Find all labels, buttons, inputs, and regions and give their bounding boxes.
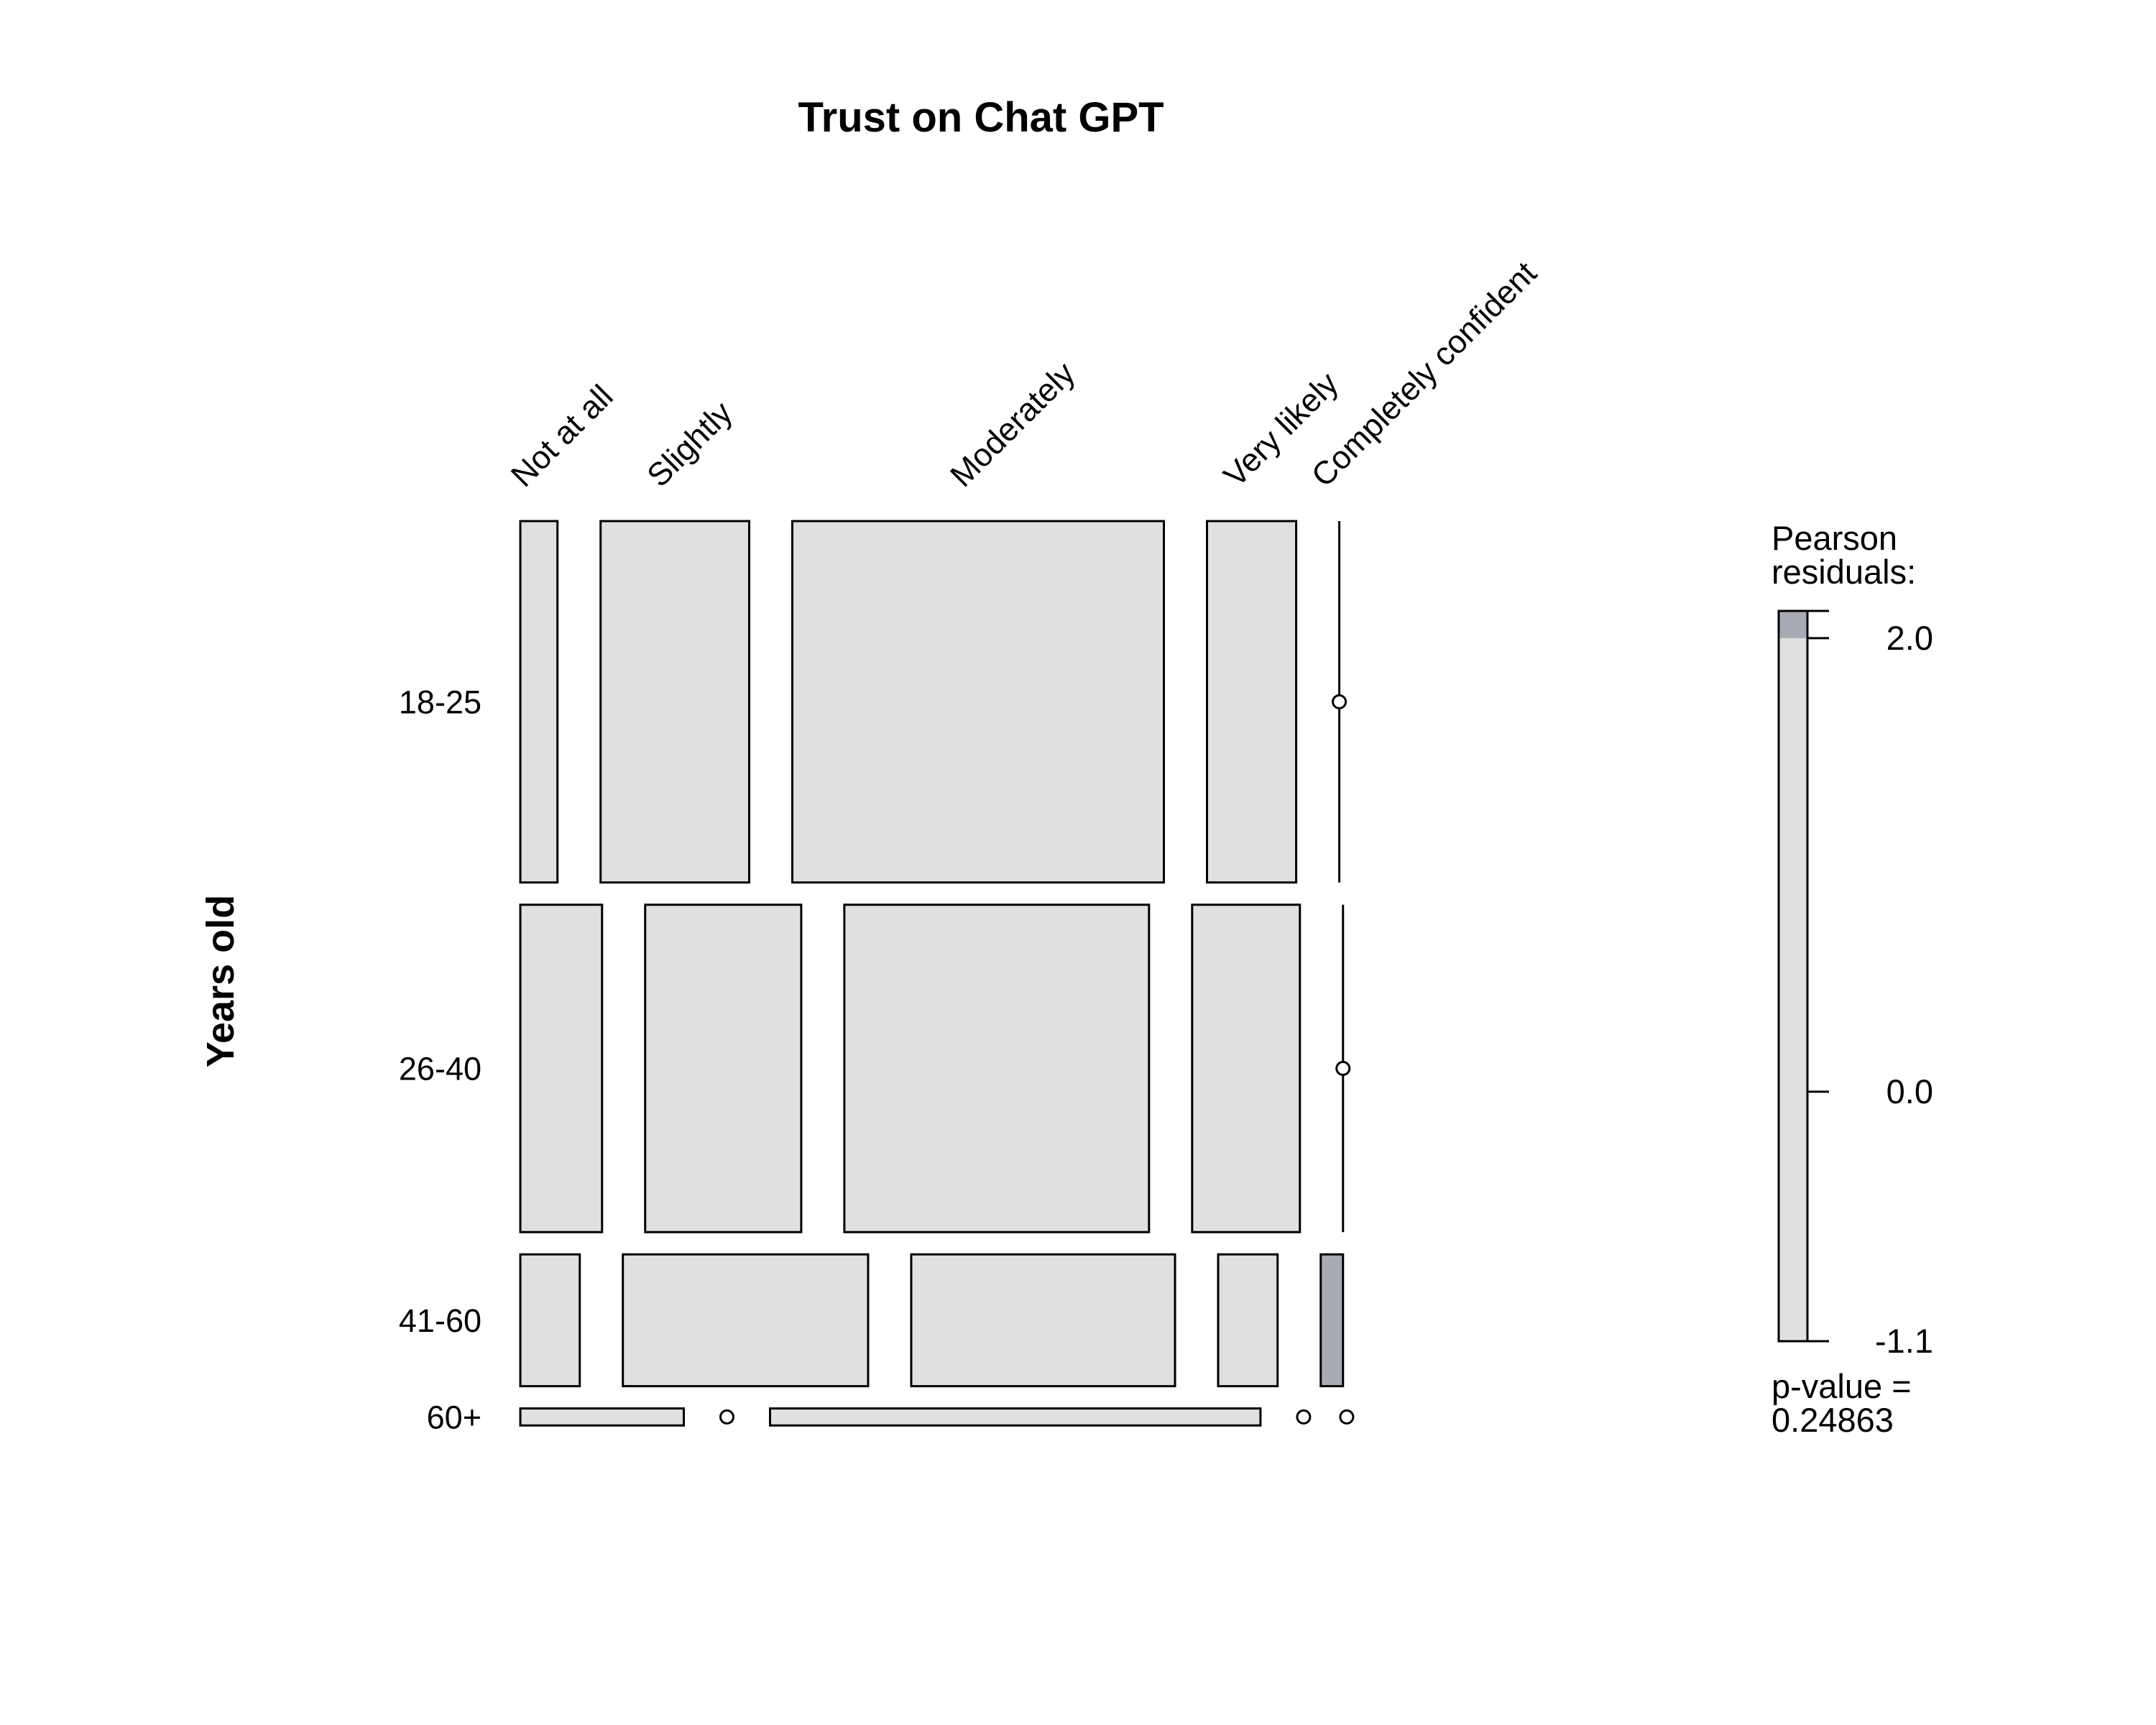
legend-title-line1: Pearson xyxy=(1772,519,1897,557)
tile-18-25-slightly xyxy=(599,520,751,884)
legend-title-line2: residuals: xyxy=(1772,553,1916,591)
tile-26-40-very-likely xyxy=(1191,903,1302,1233)
row-label-41-60: 41-60 xyxy=(399,1302,482,1339)
legend-tick-label: -1.1 xyxy=(1875,1322,1933,1360)
tile-18-25-not-at-all xyxy=(519,520,559,884)
tile-18-25-very-likely xyxy=(1206,520,1298,884)
residual-legend: Pearson residuals: p-value = 0.24863 2.0… xyxy=(1772,519,1933,1439)
legend-neutral-band xyxy=(1779,611,1807,1341)
tile-41-60-completely-confident xyxy=(1319,1253,1345,1388)
chart-title: Trust on Chat GPT xyxy=(798,94,1164,141)
row-labels: 18-25 26-40 41-60 60+ xyxy=(399,684,482,1435)
tile-60+-not-at-all xyxy=(519,1407,685,1427)
row-label-18-25: 18-25 xyxy=(399,684,482,720)
tile-41-60-very-likely xyxy=(1217,1253,1279,1388)
column-label-not-at-all: Not at all xyxy=(504,377,620,494)
p-value-number: 0.24863 xyxy=(1772,1401,1894,1439)
tile-26-40-not-at-all xyxy=(519,903,604,1233)
tile-41-60-moderately xyxy=(910,1253,1176,1388)
tile-18-25-completely-confident-empty xyxy=(1332,521,1348,883)
column-label-completely-confident: Completely confident xyxy=(1304,254,1544,494)
p-value-label: p-value = xyxy=(1772,1367,1912,1405)
tile-18-25-moderately xyxy=(791,520,1165,884)
legend-positive-band xyxy=(1779,611,1807,638)
tile-41-60-not-at-all xyxy=(519,1253,581,1388)
legend-tick-label: 0.0 xyxy=(1886,1072,1933,1110)
row-label-60+: 60+ xyxy=(427,1399,482,1435)
column-labels: Not at all Slightly Moderately Very likelyC… xyxy=(504,254,1544,494)
tile-60+-slightly-empty xyxy=(719,1409,734,1425)
tile-60+-completely-confident-empty xyxy=(1339,1409,1355,1425)
tile-26-40-moderately xyxy=(843,903,1151,1233)
tile-26-40-completely-confident-empty xyxy=(1335,904,1351,1233)
mosaic-tiles xyxy=(519,520,1355,1427)
legend-outline xyxy=(1777,610,1809,1343)
tile-41-60-slightly xyxy=(622,1253,870,1388)
y-axis-title: Years old xyxy=(199,895,242,1067)
tile-60+-moderately xyxy=(768,1407,1262,1427)
column-label-slightly: Slightly xyxy=(640,394,740,494)
row-label-26-40: 26-40 xyxy=(399,1051,482,1087)
legend-tick-label: 2.0 xyxy=(1886,619,1933,657)
tile-26-40-slightly xyxy=(644,903,803,1233)
tile-60+-very-likely-empty xyxy=(1296,1409,1312,1425)
column-label-moderately: Moderately xyxy=(943,354,1082,494)
